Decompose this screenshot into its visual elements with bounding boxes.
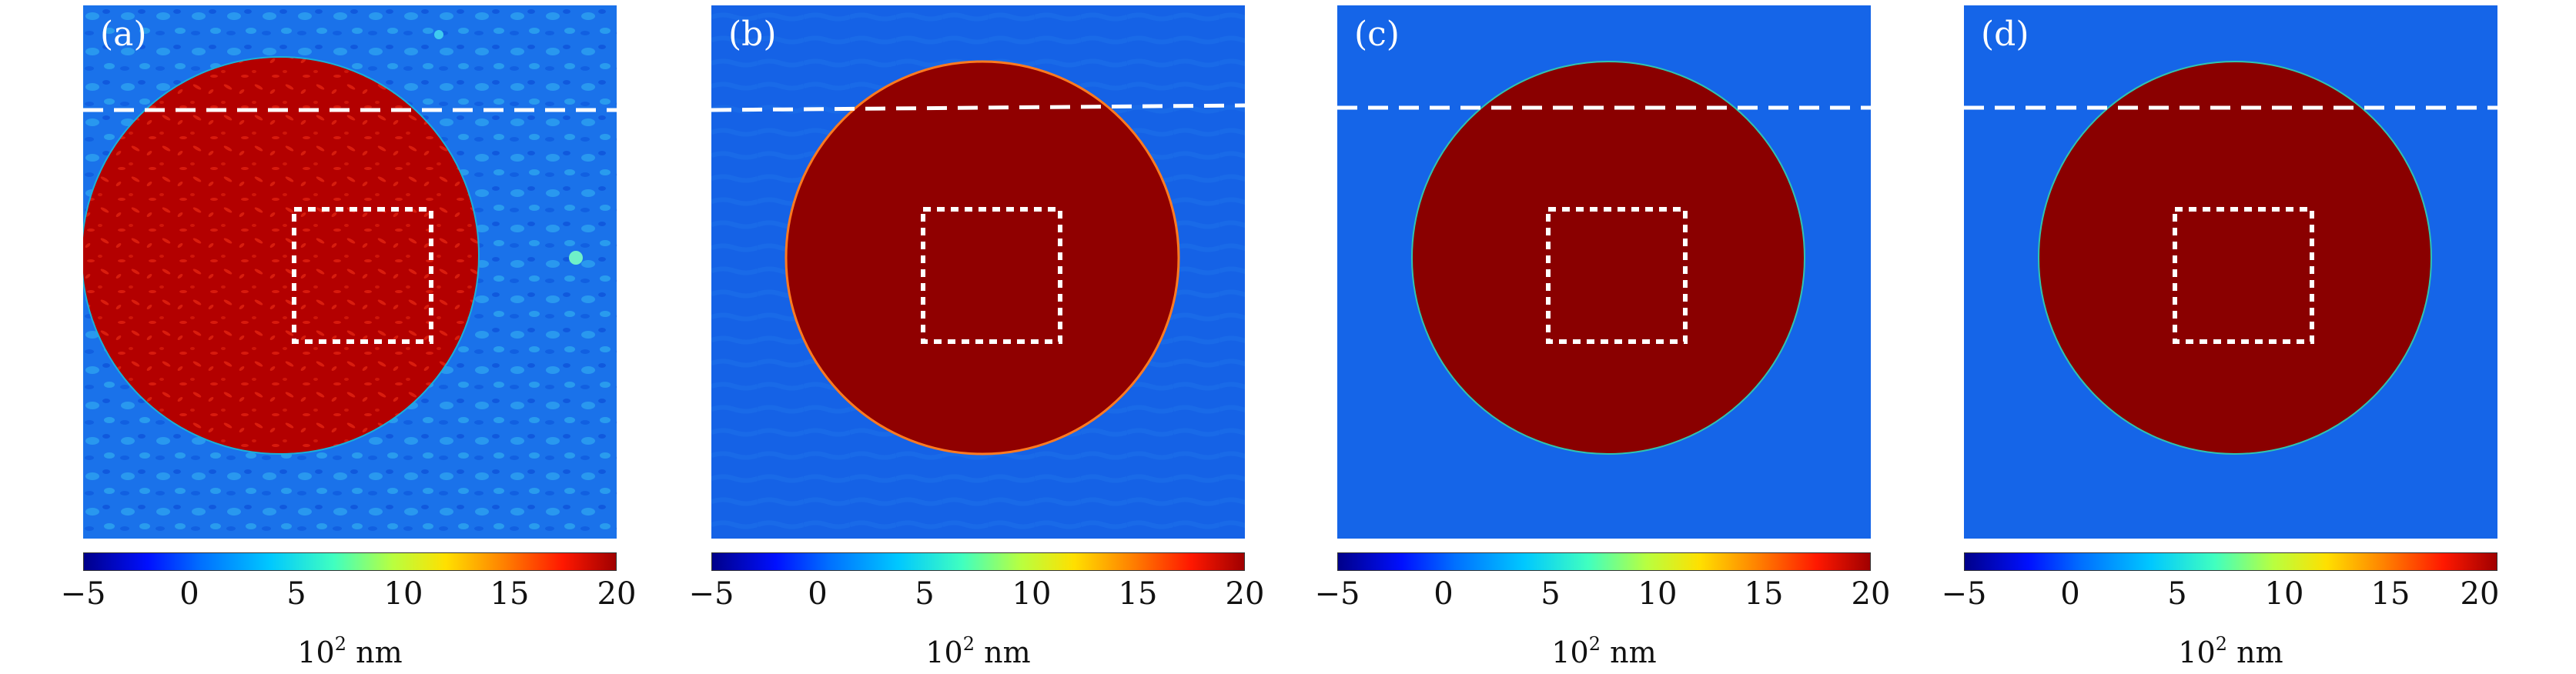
roi-box-a bbox=[292, 207, 433, 344]
roi-box-b bbox=[921, 207, 1062, 344]
tick-d-0: −5 bbox=[1941, 576, 1987, 612]
panel-label-c: (c) bbox=[1354, 15, 1400, 54]
unit-label-c: 102 nm bbox=[1551, 633, 1657, 669]
panel-b: (b) −5 0 5 10 15 20 102 nm bbox=[689, 5, 1264, 669]
tick-d-3: 10 bbox=[2264, 576, 2304, 612]
colorbar-d bbox=[1964, 552, 2497, 571]
artifact-spot-a bbox=[569, 251, 583, 265]
tick-b-3: 10 bbox=[1012, 576, 1052, 612]
tick-b-2: 5 bbox=[915, 576, 935, 612]
height-map-b bbox=[711, 5, 1245, 539]
tick-d-5: 20 bbox=[2460, 576, 2500, 612]
tick-b-0: −5 bbox=[688, 576, 734, 612]
tick-b-5: 20 bbox=[1225, 576, 1265, 612]
tick-b-1: 0 bbox=[808, 576, 828, 612]
tick-c-4: 15 bbox=[1744, 576, 1784, 612]
tick-d-4: 15 bbox=[2370, 576, 2410, 612]
height-map-d bbox=[1964, 5, 2497, 539]
unit-label-a: 102 nm bbox=[297, 633, 403, 669]
tick-c-5: 20 bbox=[1851, 576, 1891, 612]
tick-c-0: −5 bbox=[1314, 576, 1360, 612]
panel-d: (d) −5 0 5 10 15 20 102 nm bbox=[1942, 5, 2500, 669]
colorbar-a bbox=[83, 552, 617, 571]
tick-a-2: 5 bbox=[286, 576, 306, 612]
panel-c: (c) −5 0 5 10 15 20 102 nm bbox=[1315, 5, 1890, 669]
tick-a-3: 10 bbox=[383, 576, 423, 612]
unit-label-b: 102 nm bbox=[925, 633, 1031, 669]
tick-b-4: 15 bbox=[1118, 576, 1158, 612]
panel-label-a: (a) bbox=[100, 15, 147, 54]
tick-c-3: 10 bbox=[1638, 576, 1678, 612]
tick-a-5: 20 bbox=[597, 576, 637, 612]
height-map-c bbox=[1337, 5, 1871, 539]
colorbar-c bbox=[1337, 552, 1871, 571]
panel-a: (a) −5 0 5 10 15 20 102 nm bbox=[61, 5, 636, 669]
colorbar-b bbox=[711, 552, 1245, 571]
profile-line-b bbox=[711, 103, 1245, 112]
roi-box-d bbox=[2173, 207, 2314, 344]
disk-a bbox=[83, 56, 480, 455]
unit-label-d: 102 nm bbox=[2178, 633, 2283, 669]
artifact-spot-a2 bbox=[434, 30, 443, 39]
tick-d-1: 0 bbox=[2060, 576, 2080, 612]
tick-a-1: 0 bbox=[179, 576, 199, 612]
height-map-a bbox=[83, 5, 617, 539]
disk-c bbox=[1411, 61, 1805, 455]
roi-box-c bbox=[1546, 207, 1688, 344]
panel-label-b: (b) bbox=[728, 15, 777, 54]
tick-a-0: −5 bbox=[60, 576, 106, 612]
tick-c-1: 0 bbox=[1434, 576, 1454, 612]
tick-d-2: 5 bbox=[2167, 576, 2187, 612]
disk-d bbox=[2038, 61, 2432, 455]
disk-b bbox=[785, 60, 1180, 455]
tick-a-4: 15 bbox=[490, 576, 530, 612]
tick-c-2: 5 bbox=[1541, 576, 1561, 612]
panel-label-d: (d) bbox=[1981, 15, 2029, 54]
